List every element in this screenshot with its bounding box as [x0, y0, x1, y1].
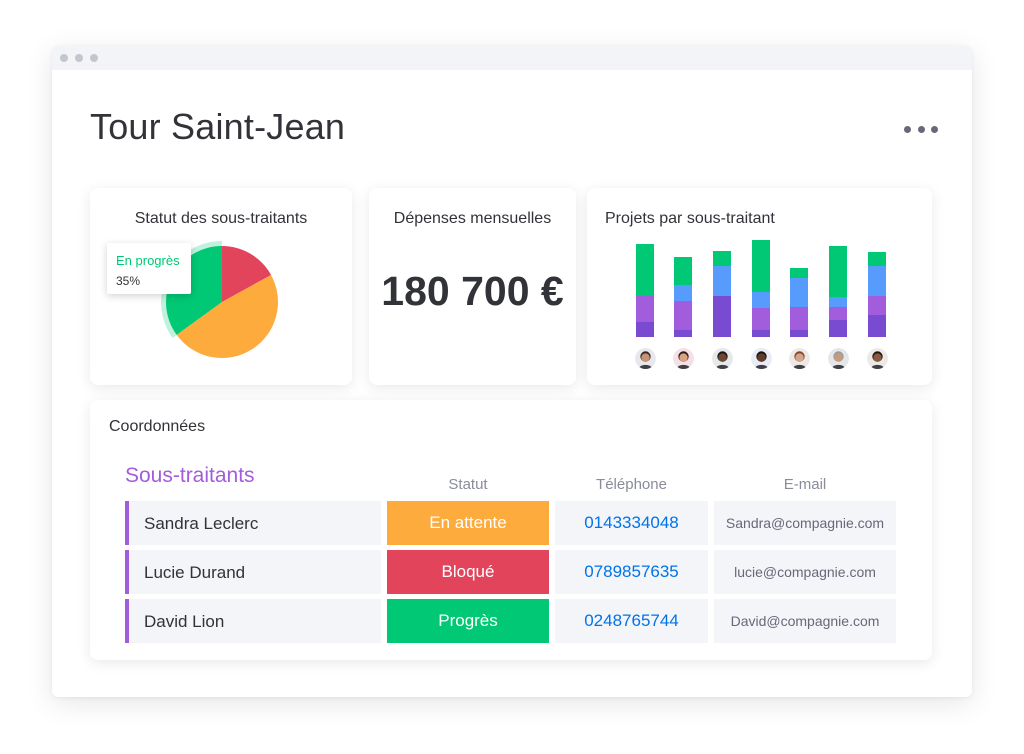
bar-segment[interactable] [790, 330, 808, 337]
contact-name: David Lion [144, 612, 225, 631]
pie-tooltip: En progrès 35% [107, 243, 191, 294]
phone-cell[interactable]: 0789857635 [555, 550, 708, 594]
page-title: Tour Saint-Jean [90, 106, 346, 147]
bar-segment[interactable] [713, 251, 731, 266]
avatar-woman-icon[interactable] [672, 348, 694, 369]
bar-segment[interactable] [868, 296, 886, 315]
status-cell[interactable]: En attente [387, 501, 549, 545]
expenses-widget: Dépenses mensuelles 180 700 € [369, 188, 576, 385]
column-header-phone[interactable]: Téléphone [596, 476, 667, 493]
bar-segment[interactable] [752, 292, 770, 308]
bar-segment[interactable] [713, 296, 731, 337]
status-cell[interactable]: Progrès [387, 599, 549, 643]
bar-segment[interactable] [790, 307, 808, 330]
status-widget-title: Statut des sous-traitants [134, 210, 308, 227]
column-header-email[interactable]: E-mail [783, 476, 827, 493]
tooltip-value: 35% [116, 274, 141, 288]
contact-name: Lucie Durand [144, 563, 246, 582]
email-cell[interactable]: David@compagnie.com [714, 599, 896, 643]
group-title[interactable]: Sous-traitants [125, 464, 255, 487]
bar-segment[interactable] [868, 266, 886, 296]
expenses-widget-title: Dépenses mensuelles [393, 210, 552, 227]
bar-segment[interactable] [868, 315, 886, 337]
bar-segment[interactable] [674, 257, 692, 285]
bar-segment[interactable] [636, 322, 654, 337]
phone-cell[interactable]: 0143334048 [555, 501, 708, 545]
contact-name: Sandra Leclerc [144, 514, 259, 533]
contact-name-cell[interactable]: Sandra Leclerc [125, 501, 381, 545]
window-dot-icon[interactable] [60, 54, 68, 62]
contacts-title: Coordonnées [109, 418, 206, 435]
contact-name-cell[interactable]: Lucie Durand [125, 550, 381, 594]
bar-segment[interactable] [752, 308, 770, 330]
email-cell[interactable]: Sandra@compagnie.com [714, 501, 896, 545]
projects-bar-chart [636, 240, 886, 337]
bar-segment[interactable] [713, 266, 731, 296]
bar-segment[interactable] [829, 320, 847, 337]
bar-segment[interactable] [829, 297, 847, 307]
status-cell[interactable]: Bloqué [387, 550, 549, 594]
dashboard: Tour Saint-Jean Statut des sous-traitant… [52, 70, 972, 697]
window-titlebar [52, 46, 972, 70]
window-dot-icon[interactable] [75, 54, 83, 62]
bar-segment[interactable] [674, 285, 692, 301]
avatar-man-icon[interactable] [711, 348, 733, 369]
bar-segment[interactable] [674, 330, 692, 337]
projects-widget-title: Projets par sous-traitant [605, 210, 775, 227]
expenses-value: 180 700 € [381, 268, 564, 314]
tooltip-label: En progrès [116, 253, 180, 268]
pie-slice[interactable] [176, 275, 279, 359]
bar-segment[interactable] [636, 244, 654, 296]
bar-segment[interactable] [790, 278, 808, 307]
phone-cell[interactable]: 0248765744 [555, 599, 708, 643]
projects-widget: Projets par sous-traitant [587, 188, 932, 385]
email-cell[interactable]: lucie@compagnie.com [714, 550, 896, 594]
contacts-widget: Coordonnées Sous-traitants Statut Téléph… [90, 400, 932, 660]
avatar-man-beard-icon[interactable] [634, 348, 656, 369]
status-widget: Statut des sous-traitants En progrès 35% [90, 188, 352, 385]
bar-segment[interactable] [674, 301, 692, 330]
window-dot-icon[interactable] [90, 54, 98, 62]
bar-segment[interactable] [636, 296, 654, 322]
bar-segment[interactable] [829, 307, 847, 320]
avatar-woman-curly-icon[interactable] [788, 348, 810, 369]
avatar-woman-curly-icon[interactable] [750, 348, 772, 369]
pie-slice[interactable] [222, 246, 272, 302]
bar-segment[interactable] [868, 252, 886, 266]
bar-segment[interactable] [752, 240, 770, 292]
more-horizontal-icon[interactable] [904, 122, 938, 136]
avatar-man-gray-icon[interactable] [827, 348, 849, 369]
contact-name-cell[interactable]: David Lion [125, 599, 381, 643]
bar-segment[interactable] [752, 330, 770, 337]
app-window: Tour Saint-Jean Statut des sous-traitant… [52, 46, 972, 697]
bar-segment[interactable] [790, 268, 808, 278]
column-header-status[interactable]: Statut [448, 476, 488, 493]
bar-segment[interactable] [829, 246, 847, 297]
avatar-man-icon[interactable] [866, 348, 888, 369]
